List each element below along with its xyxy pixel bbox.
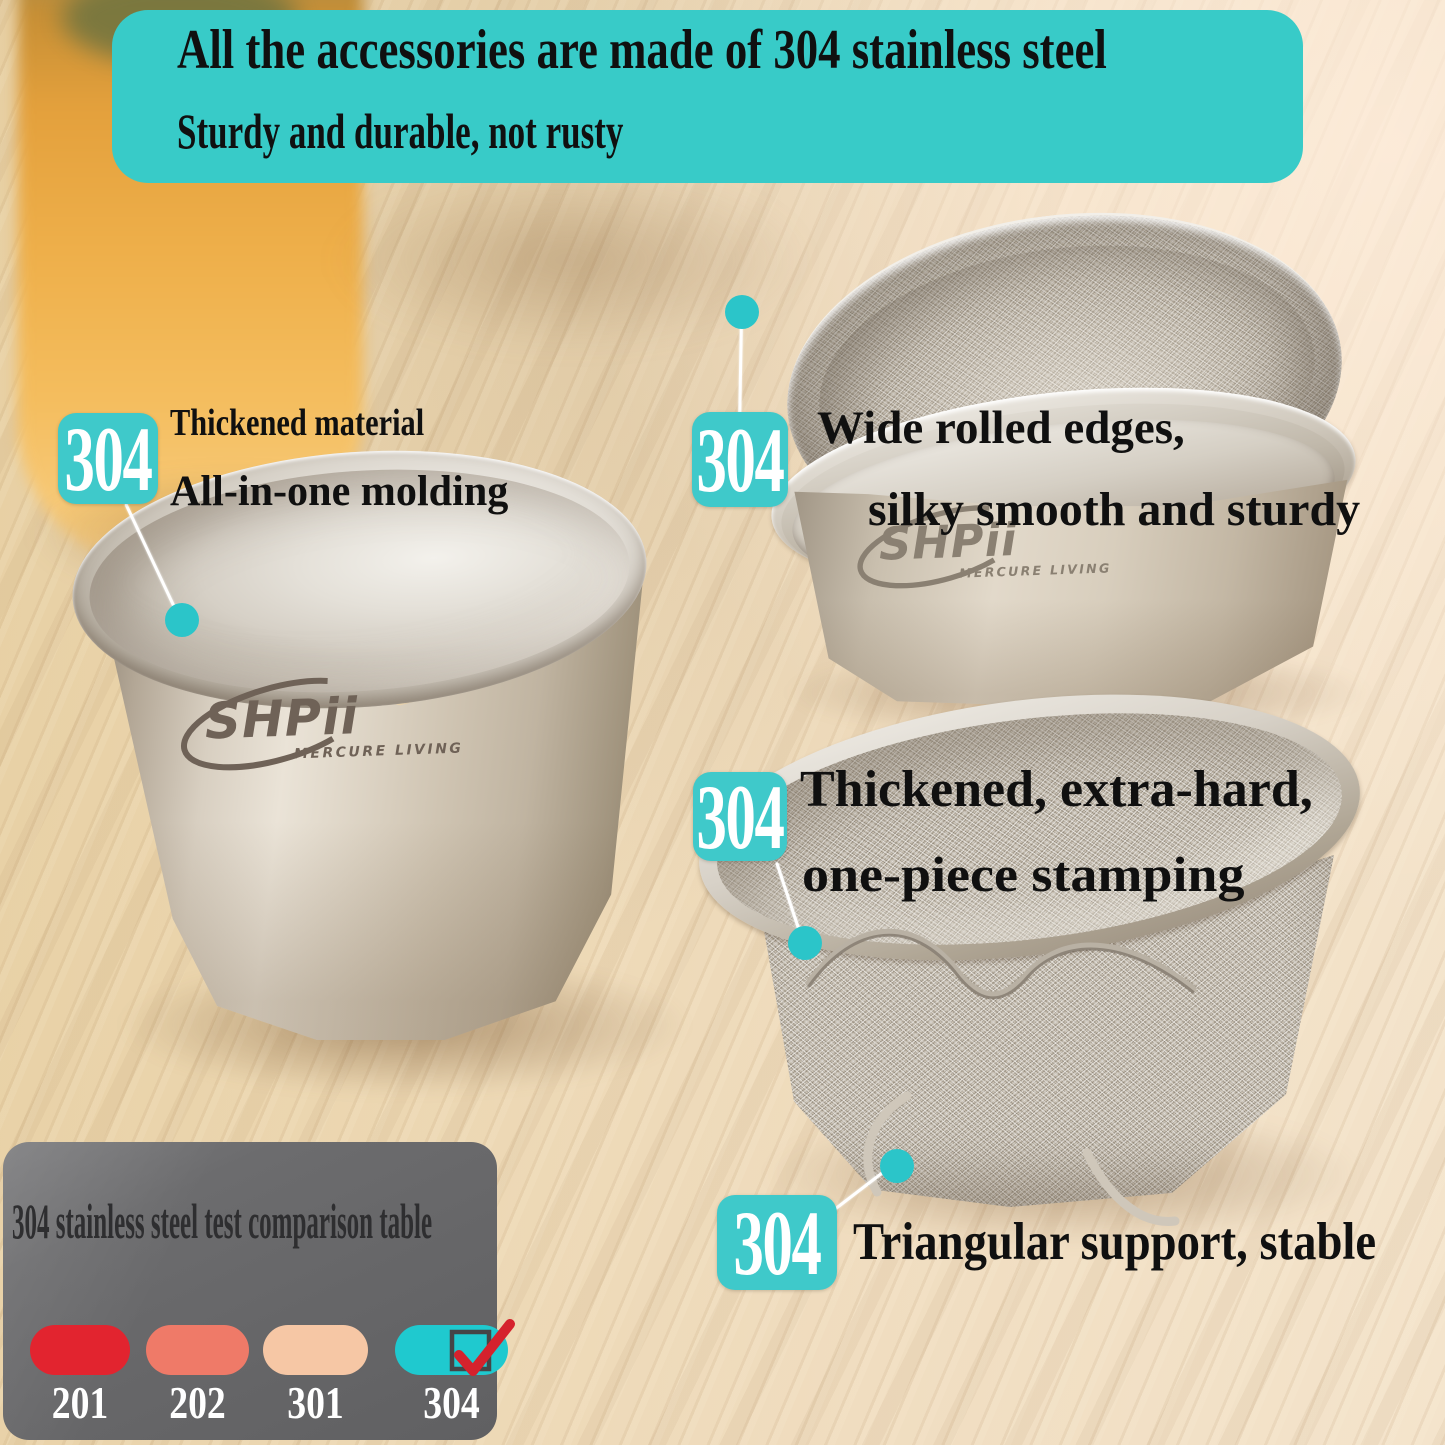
swatch-label-301: 301 <box>287 1377 344 1428</box>
banner-line-1: All the accessories are made of 304 stai… <box>177 19 1107 81</box>
brand-logo: SHPii MERCURE LIVING <box>857 505 1112 589</box>
swatch-label-202: 202 <box>169 1377 226 1428</box>
wire-foot-icon <box>1082 1148 1180 1226</box>
badge-304-label: 304 <box>64 407 152 510</box>
swatch-label-201: 201 <box>51 1377 109 1428</box>
swatch-label-304: 304 <box>423 1377 480 1428</box>
callout-dot <box>880 1149 914 1183</box>
annotation-wide-rolled-edges: Wide rolled edges, <box>817 402 1185 454</box>
headline-banner <box>112 10 1303 183</box>
annotation-triangular-support: Triangular support, stable <box>853 1213 1377 1271</box>
badge-304: 304 <box>717 1195 837 1290</box>
comparison-table-title: 304 stainless steel test comparison tabl… <box>12 1193 433 1249</box>
callout-dot <box>165 603 199 637</box>
logo-swoosh-icon <box>180 677 369 771</box>
badge-304: 304 <box>692 412 788 507</box>
swatch-201 <box>30 1325 130 1375</box>
callout-line <box>738 314 743 415</box>
comparison-table-panel <box>3 1142 497 1440</box>
wire-foot-icon <box>863 1091 912 1197</box>
badge-304: 304 <box>693 765 787 868</box>
badge-304-label: 304 <box>733 1191 821 1294</box>
callout-dot <box>788 926 822 960</box>
annotation-all-in-one-molding: All-in-one molding <box>170 468 509 515</box>
badge-304-label: 304 <box>696 765 784 868</box>
steel-cup-body <box>794 479 1348 706</box>
annotation-thickened-material: Thickened material <box>170 402 425 444</box>
badge-304-label: 304 <box>696 408 784 511</box>
banner-line-2: Sturdy and durable, not rusty <box>177 103 624 159</box>
callout-dot <box>725 295 759 329</box>
annotation-thickened-extra-hard: Thickened, extra-hard, <box>800 761 1313 818</box>
swatch-202 <box>146 1325 249 1375</box>
annotation-silky-smooth: silky smooth and sturdy <box>868 483 1361 536</box>
annotation-one-piece-stamping: one-piece stamping <box>802 846 1245 902</box>
checkbox-checked-icon <box>449 1319 515 1376</box>
wavy-wire-handle <box>805 928 1197 1000</box>
swatch-301 <box>263 1325 368 1375</box>
logo-swoosh-icon <box>857 505 1027 589</box>
brand-logo: SHPii MERCURE LIVING <box>180 677 464 771</box>
badge-304: 304 <box>58 407 158 510</box>
